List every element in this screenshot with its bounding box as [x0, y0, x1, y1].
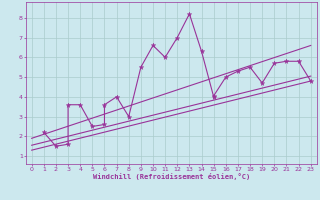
X-axis label: Windchill (Refroidissement éolien,°C): Windchill (Refroidissement éolien,°C) [92, 173, 250, 180]
